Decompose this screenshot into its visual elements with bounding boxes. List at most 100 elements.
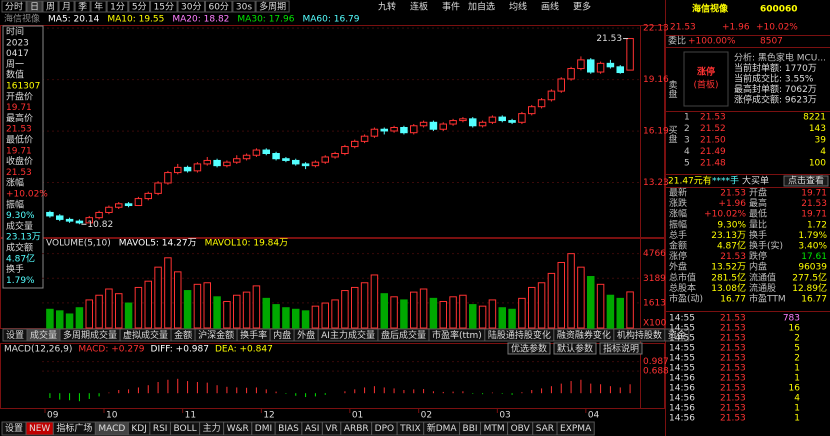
period-tab[interactable] xyxy=(58,0,75,13)
bottom-tab-label[interactable]: DMI xyxy=(255,424,272,434)
bottom-tab-label[interactable]: 新DMA xyxy=(427,422,458,434)
info-item: 成交额 xyxy=(6,242,33,254)
bottom-tab-label[interactable]: 指标广场 xyxy=(56,422,92,434)
period-label[interactable]: 日 xyxy=(30,2,39,13)
param-button-label[interactable]: 指标说明 xyxy=(603,343,639,355)
period-label[interactable]: 季 xyxy=(78,1,87,13)
stat-value: 96039 xyxy=(798,263,827,273)
indicator-tab-label[interactable]: 成交量 xyxy=(30,329,57,341)
period-label[interactable]: 5分 xyxy=(132,2,147,13)
bottom-tab-label[interactable]: W&R xyxy=(227,424,249,434)
bottom-tab-label[interactable]: TRIX xyxy=(399,424,421,434)
period-tab[interactable] xyxy=(204,0,233,13)
period-tab[interactable] xyxy=(232,0,256,13)
bottom-tab-label[interactable]: BIAS xyxy=(278,424,299,434)
param-button-label[interactable]: 默认参数 xyxy=(557,343,593,355)
period-label[interactable]: 15分 xyxy=(154,2,174,13)
buy-price: 21.50 xyxy=(700,136,726,146)
stat-value: 16.77 xyxy=(801,295,827,305)
bottom-tab-label[interactable]: ASI xyxy=(305,424,320,434)
tool-button[interactable]: 均线 xyxy=(509,1,527,13)
indicator-tab-label[interactable]: 金额 xyxy=(174,329,192,341)
indicator-tab-label[interactable]: 沪深金额 xyxy=(198,329,234,341)
period-label[interactable]: 年 xyxy=(94,1,103,13)
period-tab[interactable] xyxy=(106,0,129,13)
param-button[interactable] xyxy=(599,342,643,355)
period-tab[interactable] xyxy=(128,0,151,13)
param-button[interactable] xyxy=(553,342,597,355)
period-tab[interactable] xyxy=(42,0,59,13)
volume-bar xyxy=(577,266,585,329)
period-tab[interactable] xyxy=(150,0,178,13)
bottom-tab-label[interactable]: RSI xyxy=(153,424,168,434)
param-button[interactable] xyxy=(507,342,551,355)
param-button-label[interactable]: 优选参数 xyxy=(511,343,547,355)
bottom-tab-label[interactable]: VR xyxy=(325,424,337,434)
bottom-tab-label[interactable]: BOLL xyxy=(173,424,196,434)
bottom-tab-label[interactable]: SAR xyxy=(536,424,554,434)
indicator-tab-label[interactable]: 资金 xyxy=(668,329,686,341)
bottom-tab-label[interactable]: OBV xyxy=(511,424,531,434)
info-item: 2023 xyxy=(6,38,29,48)
big-order-button[interactable] xyxy=(783,175,829,187)
analysis-line: 分析: 黑色家电 MCU... xyxy=(734,52,826,64)
indicator-tab-label[interactable]: 外盘 xyxy=(297,329,315,341)
volume-bar xyxy=(124,302,133,329)
stat-value: 12.89亿 xyxy=(792,282,827,294)
bottom-tab-label[interactable]: DPO xyxy=(375,424,394,434)
bottom-tab-label[interactable]: 主力 xyxy=(203,422,221,434)
candle-body xyxy=(429,121,438,130)
indicator-tab-label[interactable]: AI主力成交量 xyxy=(321,329,375,341)
period-label[interactable]: 30s xyxy=(236,3,252,13)
bottom-tab-label[interactable]: BBI xyxy=(463,424,478,434)
tool-button[interactable]: 画线 xyxy=(541,1,559,13)
period-label[interactable]: 分时 xyxy=(5,1,23,13)
indicator-tab-label[interactable]: 市盈率(ttm) xyxy=(432,329,482,341)
period-label[interactable]: 周 xyxy=(46,2,55,13)
info-item: 9.30% xyxy=(6,211,35,221)
bottom-tab-label[interactable]: EXPMA xyxy=(560,424,592,434)
bottom-tab-label[interactable]: MACD xyxy=(98,424,125,434)
big-order-link[interactable]: 点击查看 xyxy=(788,175,824,187)
period-label[interactable]: 30分 xyxy=(181,2,201,13)
tool-button[interactable]: 连板 xyxy=(410,1,428,13)
tool-button[interactable]: 事件 xyxy=(442,1,460,13)
period-tab[interactable] xyxy=(90,0,107,13)
bottom-tab-label[interactable]: ARBR xyxy=(344,424,369,434)
bottom-tab[interactable] xyxy=(556,421,595,436)
period-tab[interactable] xyxy=(74,0,91,13)
bottom-tab-label[interactable]: KDJ xyxy=(131,424,147,434)
volume-bar xyxy=(75,307,84,329)
period-tab[interactable] xyxy=(1,0,27,13)
indicator-tab-label[interactable]: 陆股通持股变化 xyxy=(488,329,551,341)
period-tab[interactable] xyxy=(255,0,290,13)
tool-button[interactable]: 加自选 xyxy=(468,1,495,13)
period-tab[interactable] xyxy=(177,0,205,13)
tool-button[interactable]: 更多 xyxy=(573,1,591,13)
tool-button[interactable]: 九转 xyxy=(378,1,396,13)
bottom-tab-label[interactable]: NEW xyxy=(29,424,50,434)
bottom-tab-label[interactable]: 设置 xyxy=(5,423,23,434)
indicator-tab-label[interactable]: 多周期成交量 xyxy=(63,329,117,341)
period-label[interactable]: 1分 xyxy=(110,2,125,13)
period-label[interactable]: 60分 xyxy=(208,2,228,13)
period-label[interactable]: 月 xyxy=(62,2,71,13)
indicator-tab-label[interactable]: 机构持股数 xyxy=(617,329,662,341)
indicator-tab-label[interactable]: 换手率 xyxy=(240,329,267,341)
indicator-tab[interactable] xyxy=(664,328,690,342)
stat-label: 市盈(动) xyxy=(669,293,703,305)
candle-body xyxy=(56,215,64,220)
indicator-tab-label[interactable]: 虚拟成交量 xyxy=(123,329,168,341)
indicator-tab-label[interactable]: 内盘 xyxy=(273,329,291,341)
indicator-tab-label[interactable]: 设置 xyxy=(6,330,24,341)
volume-bar xyxy=(469,304,477,329)
period-tab[interactable] xyxy=(26,0,43,13)
indicator-tab-label[interactable]: 融资融券变化 xyxy=(557,329,611,341)
buy-volume: 8221 xyxy=(803,113,826,123)
analysis-line: 当前成交比: 3.55% xyxy=(734,73,814,85)
indicator-tab-label[interactable]: 盘后成交量 xyxy=(381,329,426,341)
stat-label: 总股本 xyxy=(669,282,696,294)
period-label[interactable]: 多周期 xyxy=(259,1,286,13)
info-item: 收盘价 xyxy=(6,155,33,167)
bottom-tab-label[interactable]: MTM xyxy=(484,424,505,434)
